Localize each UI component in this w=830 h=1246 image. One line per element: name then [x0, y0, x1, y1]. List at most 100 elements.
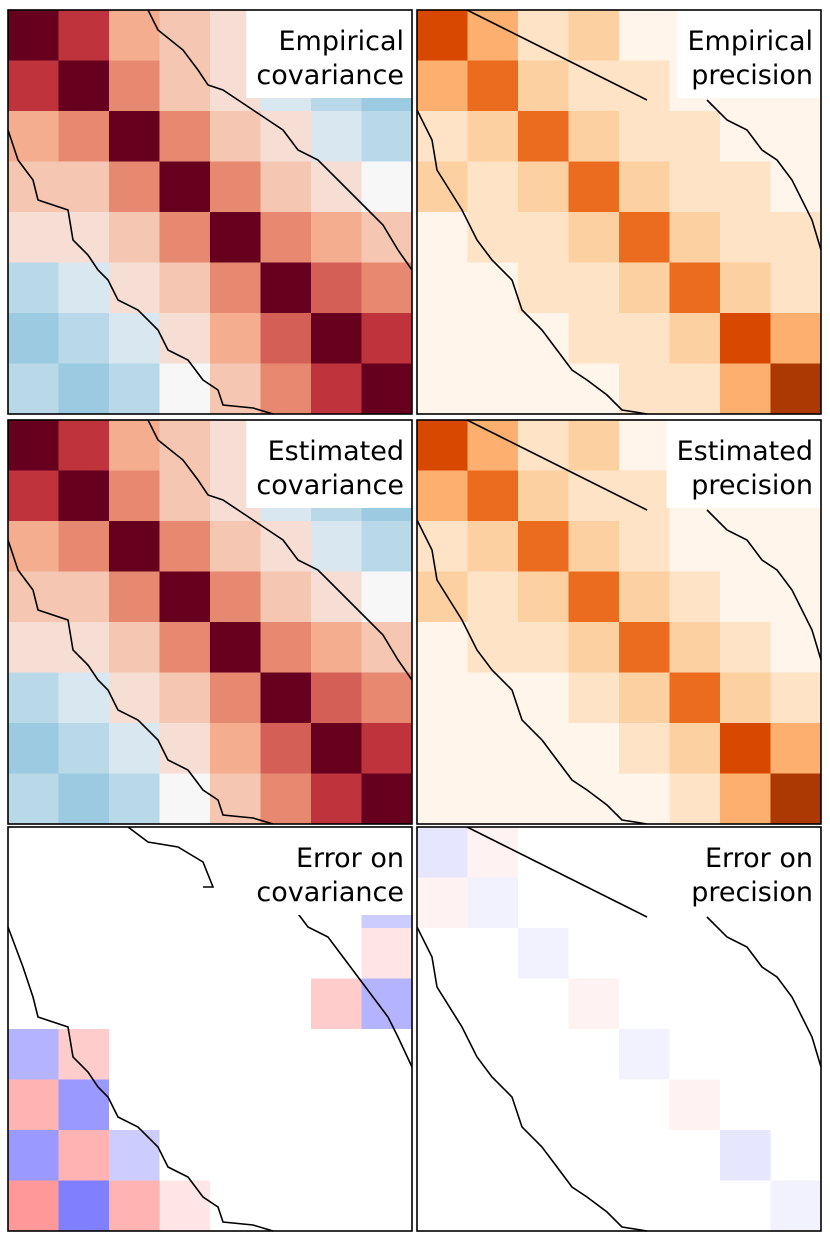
- heatmap-cell: [417, 161, 468, 213]
- heatmap-cell: [568, 827, 620, 878]
- heatmap-cell: [361, 672, 413, 724]
- heatmap-cell: [669, 111, 721, 162]
- heatmap-cell: [361, 1130, 413, 1181]
- heatmap-cell: [467, 672, 519, 724]
- heatmap-cell: [770, 363, 822, 415]
- heatmap-cell: [619, 571, 670, 623]
- heatmap-cell: [8, 212, 59, 263]
- heatmap-cell: [260, 978, 312, 1030]
- panel-title: Error on: [296, 843, 404, 874]
- heatmap-cell: [518, 363, 569, 415]
- heatmap-cell: [311, 978, 362, 1030]
- heatmap-cell: [568, 622, 620, 673]
- heatmap-cell: [361, 1029, 413, 1080]
- heatmap-cell: [669, 672, 721, 724]
- heatmap-cell: [417, 521, 468, 572]
- heatmap-cell: [720, 212, 771, 263]
- heatmap-cell: [467, 1180, 519, 1232]
- heatmap-cell: [8, 672, 59, 724]
- heatmap-cell: [467, 827, 519, 878]
- heatmap-cell: [720, 928, 771, 979]
- heatmap-cell: [770, 1180, 822, 1232]
- heatmap-cell: [518, 470, 569, 522]
- heatmap-cell: [159, 1079, 211, 1131]
- heatmap-cell: [619, 262, 670, 314]
- heatmap-cell: [417, 622, 468, 673]
- heatmap-cell: [770, 773, 822, 825]
- heatmap-cell: [467, 571, 519, 623]
- heatmap-cell: [109, 827, 160, 878]
- heatmap-cell: [109, 723, 160, 774]
- heatmap-cell: [568, 10, 620, 61]
- heatmap-cell: [109, 363, 160, 415]
- heatmap-cell: [467, 877, 519, 929]
- heatmap-cell: [361, 571, 413, 623]
- heatmap-cell: [568, 978, 620, 1030]
- heatmap-cell: [568, 111, 620, 162]
- mask-boundary: [706, 916, 822, 1068]
- panel-title: Estimated: [268, 436, 404, 467]
- heatmap-cell: [210, 1029, 261, 1080]
- panel-title: precision: [691, 60, 813, 91]
- heatmap-cell: [58, 1079, 110, 1131]
- heatmap-cell: [518, 978, 569, 1030]
- heatmap-cell: [58, 1029, 110, 1080]
- heatmap-cell: [770, 622, 822, 673]
- heatmap-cell: [417, 1029, 468, 1080]
- heatmap-cell: [361, 622, 413, 673]
- heatmap-cell: [210, 521, 261, 572]
- heatmap-cell: [619, 313, 670, 364]
- heatmap-cell: [109, 470, 160, 522]
- heatmap-cell: [417, 571, 468, 623]
- heatmap-cell: [58, 363, 110, 415]
- heatmap-cell: [8, 363, 59, 415]
- heatmap-cell: [159, 212, 211, 263]
- panel-title: Empirical: [279, 26, 405, 57]
- heatmap-cell: [210, 212, 261, 263]
- heatmap-cell: [619, 622, 670, 673]
- heatmap-cell: [109, 161, 160, 213]
- heatmap-cell: [58, 571, 110, 623]
- heatmap-cell: [417, 827, 468, 878]
- heatmap-cell: [8, 420, 59, 471]
- heatmap-cell: [210, 111, 261, 162]
- heatmap-cell: [361, 723, 413, 774]
- heatmap-cell: [619, 161, 670, 213]
- heatmap-cell: [619, 978, 670, 1030]
- panel-frame: [7, 419, 413, 825]
- panel-title: Estimated: [677, 436, 813, 467]
- heatmap-cell: [361, 262, 413, 314]
- heatmap-cell: [417, 313, 468, 364]
- heatmap-cell: [260, 212, 312, 263]
- heatmap-cell: [619, 470, 670, 522]
- title-box: [681, 827, 821, 915]
- mask-boundary: [147, 9, 413, 271]
- heatmap-cell: [8, 60, 59, 112]
- heatmap-cell: [159, 571, 211, 623]
- heatmap-cell: [417, 212, 468, 263]
- heatmap-cell: [669, 363, 721, 415]
- panel-title: covariance: [256, 60, 404, 91]
- heatmap-cell: [260, 363, 312, 415]
- heatmap-cell: [770, 262, 822, 314]
- heatmap-cell: [260, 262, 312, 314]
- heatmap-cell: [518, 521, 569, 572]
- heatmap-cell: [210, 1130, 261, 1181]
- title-box: [246, 827, 412, 915]
- heatmap-cell: [109, 928, 160, 979]
- heatmap-cell: [260, 1130, 312, 1181]
- heatmap-cell: [260, 521, 312, 572]
- heatmap-cell: [159, 827, 211, 878]
- heatmap-cell: [619, 111, 670, 162]
- heatmap-cell: [518, 571, 569, 623]
- title-box: [246, 420, 412, 508]
- mask-boundary: [416, 519, 648, 825]
- heatmap-cell: [619, 827, 670, 878]
- heatmap-cell: [417, 363, 468, 415]
- heatmap-cell: [260, 1029, 312, 1080]
- heatmap-cell: [770, 672, 822, 724]
